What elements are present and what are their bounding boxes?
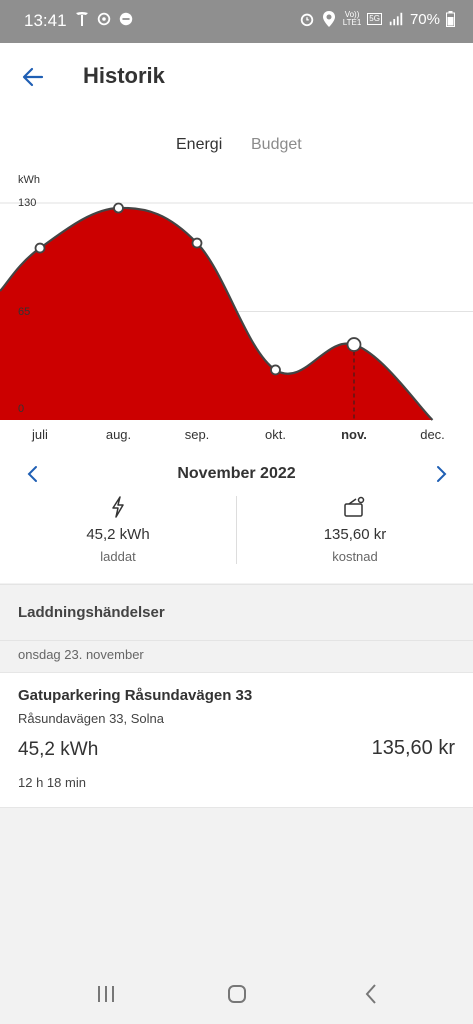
energy-area (0, 207, 433, 420)
tab-energi[interactable]: Energi (176, 136, 223, 153)
status-time: 13:41 (24, 11, 67, 30)
battery-percent: 70% (409, 10, 440, 28)
energy-chart (0, 165, 473, 450)
back-icon[interactable] (356, 979, 386, 1009)
stat-divider (236, 496, 237, 564)
volte-icon: Vo)) LTE1 (342, 10, 362, 27)
alarm-icon (300, 13, 313, 27)
charged-label: laddat (100, 549, 136, 564)
energy-chart-svg[interactable] (0, 165, 473, 450)
chevron-left-icon[interactable] (22, 463, 44, 485)
cost-label: kostnad (332, 549, 378, 564)
event-location-name: Gatuparkering Råsundavägen 33 (18, 687, 253, 704)
app-header: Historik (0, 43, 473, 109)
month-title: November 2022 (177, 465, 296, 482)
x-tick-label[interactable]: aug. (105, 427, 132, 442)
x-tick-label[interactable]: juli (32, 427, 48, 442)
y-tick-label: 0 (18, 403, 25, 415)
stat-charged: 45,2 kWh laddat (0, 496, 236, 564)
tab-bar: Energi Budget (0, 136, 473, 160)
y-axis-label: kWh (18, 174, 40, 186)
wallet-icon (344, 496, 365, 517)
status-bar: 13:41 Vo)) LTE1 5G 70% (0, 0, 473, 43)
lightning-icon (112, 496, 124, 518)
battery-icon (446, 11, 455, 27)
x-tick-label[interactable]: nov. (341, 427, 367, 442)
data-point[interactable] (346, 337, 362, 352)
charging-event-card[interactable]: Gatuparkering Råsundavägen 33 Råsundaväg… (0, 672, 473, 808)
event-energy: 45,2 kWh (18, 739, 99, 760)
cost-value: 135,60 kr (323, 526, 387, 543)
x-tick-label[interactable]: okt. (265, 427, 286, 442)
data-point[interactable] (34, 242, 46, 254)
section-header: Laddningshändelser (0, 584, 473, 641)
data-point[interactable] (191, 237, 203, 249)
signal-icon (389, 12, 403, 26)
date-row: onsdag 23. november (0, 640, 473, 670)
y-tick-label: 130 (18, 197, 37, 209)
recent-apps-icon[interactable] (91, 979, 121, 1009)
charged-value: 45,2 kWh (86, 526, 150, 543)
app-icon (119, 12, 133, 26)
event-duration: 12 h 18 min (18, 775, 86, 790)
month-navigator: November 2022 (0, 459, 473, 489)
5g-icon: 5G (367, 13, 382, 25)
event-cost: 135,60 kr (371, 737, 455, 759)
tab-budget[interactable]: Budget (251, 136, 302, 153)
tesla-icon (76, 12, 88, 26)
y-tick-label: 65 (18, 306, 31, 318)
month-summary: 45,2 kWh laddat 135,60 kr kostnad (0, 496, 473, 568)
data-point[interactable] (113, 202, 124, 214)
back-arrow-icon[interactable] (18, 62, 48, 92)
x-tick-label[interactable]: sep. (184, 427, 210, 442)
data-point[interactable] (270, 364, 281, 376)
home-icon[interactable] (222, 979, 252, 1009)
event-date: onsdag 23. november (18, 647, 144, 662)
system-nav-bar (0, 964, 473, 1024)
stat-cost: 135,60 kr kostnad (237, 496, 473, 564)
location-icon (322, 11, 335, 27)
event-address: Råsundavägen 33, Solna (18, 711, 165, 726)
x-tick-label[interactable]: dec. (420, 427, 445, 442)
chevron-right-icon[interactable] (430, 463, 452, 485)
sync-icon (97, 12, 111, 26)
page-title: Historik (83, 63, 165, 88)
section-title: Laddningshändelser (18, 604, 165, 621)
